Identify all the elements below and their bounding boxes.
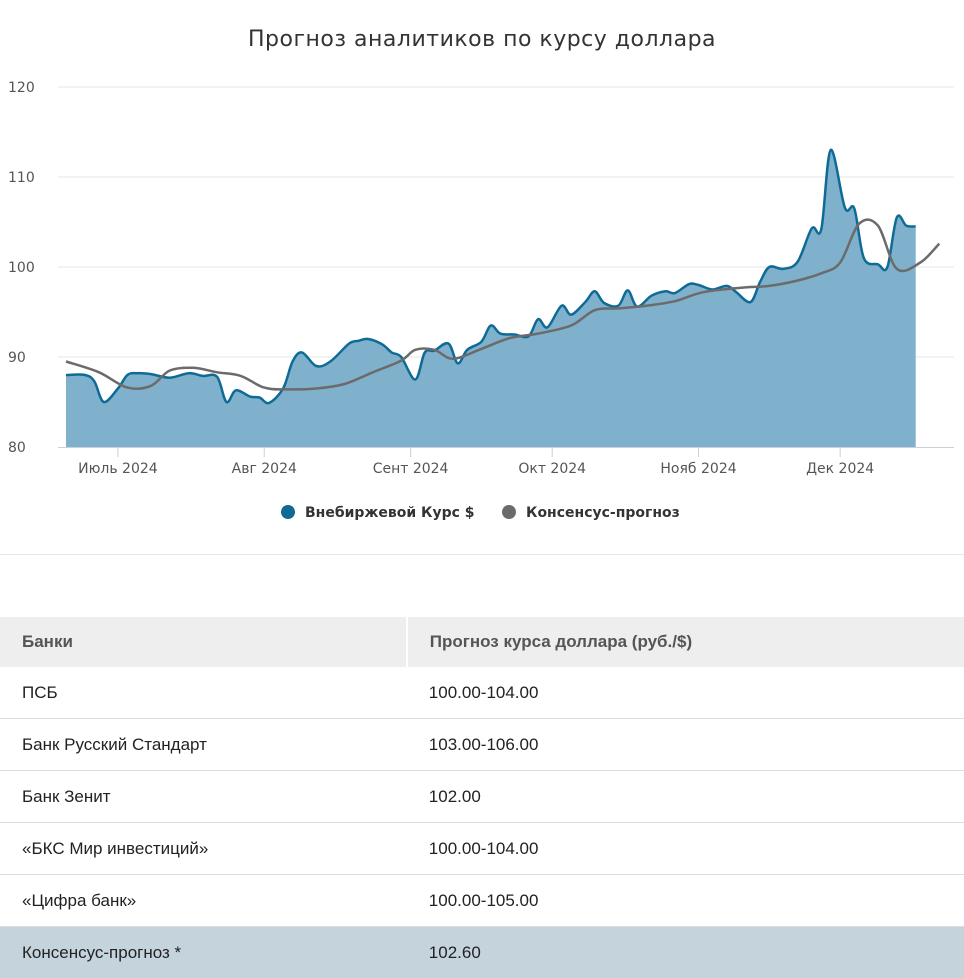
forecast-table: Банки Прогноз курса доллара (руб./$) ПСБ… — [0, 617, 964, 978]
x-tick-label: Авг 2024 — [232, 461, 297, 477]
table-header-row: Банки Прогноз курса доллара (руб./$) — [0, 617, 964, 667]
table-row: «БКС Мир инвестиций» 100.00-104.00 — [0, 823, 964, 875]
bank-name: «Цифра банк» — [0, 875, 407, 927]
y-tick-label: 80 — [8, 440, 26, 456]
x-tick-label: Дек 2024 — [806, 461, 874, 477]
y-tick-label: 110 — [8, 170, 35, 186]
otc-rate-area — [66, 150, 916, 447]
x-tick-label: Июль 2024 — [78, 461, 158, 477]
consensus-row: Консенсус-прогноз * 102.60 — [0, 927, 964, 978]
x-tick-label: Нояб 2024 — [660, 461, 736, 477]
chart-area: Прогноз аналитиков по курсу доллара 80 90… — [0, 0, 964, 555]
table-row: ПСБ 100.00-104.00 — [0, 667, 964, 719]
chart: Прогноз аналитиков по курсу доллара 80 90… — [0, 0, 964, 555]
bank-name: «БКС Мир инвестиций» — [0, 823, 407, 875]
bank-forecast: 100.00-105.00 — [407, 875, 964, 927]
header-banks: Банки — [0, 617, 407, 667]
legend-consensus-marker[interactable] — [502, 505, 516, 519]
x-tick-label: Окт 2024 — [518, 461, 586, 477]
consensus-label: Консенсус-прогноз * — [0, 927, 407, 978]
y-tick-label: 120 — [8, 80, 35, 96]
legend-consensus-label[interactable]: Консенсус-прогноз — [526, 505, 680, 521]
bank-forecast: 102.00 — [407, 771, 964, 823]
legend-otc-marker[interactable] — [281, 505, 295, 519]
bank-forecast: 103.00-106.00 — [407, 719, 964, 771]
legend-otc-label[interactable]: Внебиржевой Курс $ — [305, 505, 475, 521]
y-tick-label: 100 — [8, 260, 35, 276]
header-forecast: Прогноз курса доллара (руб./$) — [407, 617, 964, 667]
table-row: «Цифра банк» 100.00-105.00 — [0, 875, 964, 927]
chart-title: Прогноз аналитиков по курсу доллара — [248, 27, 716, 52]
x-tick-label: Сент 2024 — [373, 461, 449, 477]
bank-name: Банк Русский Стандарт — [0, 719, 407, 771]
table-row: Банк Русский Стандарт 103.00-106.00 — [0, 719, 964, 771]
chart-divider — [0, 554, 964, 555]
bank-forecast: 100.00-104.00 — [407, 823, 964, 875]
y-tick-label: 90 — [8, 350, 26, 366]
bank-name: Банк Зенит — [0, 771, 407, 823]
table-row: Банк Зенит 102.00 — [0, 771, 964, 823]
consensus-value: 102.60 — [407, 927, 964, 978]
bank-name: ПСБ — [0, 667, 407, 719]
bank-forecast: 100.00-104.00 — [407, 667, 964, 719]
